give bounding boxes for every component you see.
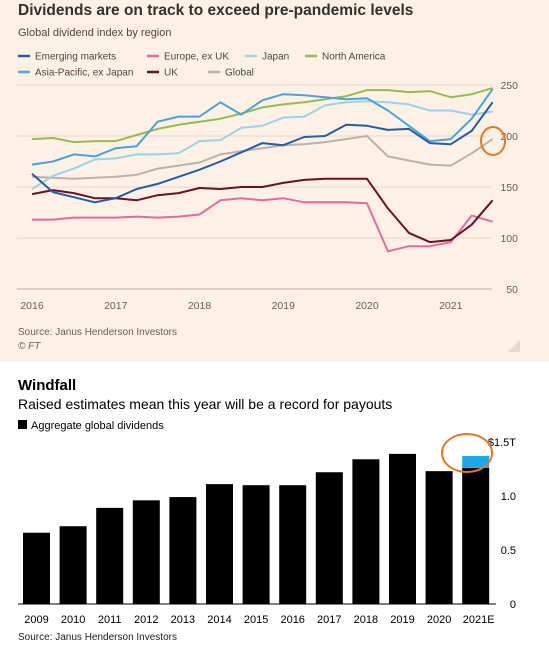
y-tick-label: 250 [500,80,518,92]
x-tick-label: 2014 [207,614,231,626]
bar [169,497,197,604]
x-tick-label: 2020 [427,614,451,626]
bar [23,532,50,604]
legend-label: North America [322,52,386,63]
bar-chart-title: Windfall [18,377,77,394]
highlight-circle [441,433,493,473]
series-line [31,88,494,166]
bar [242,485,270,604]
series-line [31,135,494,180]
y-tick-label: $1.5T [488,437,516,449]
series-line [31,101,494,204]
series-line [32,197,493,253]
highlight-circle [480,126,506,156]
x-tick-label: 2019 [272,300,296,312]
y-tick-label: 50 [506,284,518,296]
x-tick-label: 2021E [463,614,495,626]
x-tick-label: 2016 [280,614,304,626]
bar [389,453,416,604]
x-tick-label: 2013 [171,614,195,626]
x-tick-label: 2019 [390,614,414,626]
bar [96,507,124,604]
x-tick-label: 2012 [134,614,158,626]
y-tick-label: 0 [510,599,516,611]
bar [315,472,343,604]
legend-label: Europe, ex UK [164,52,229,63]
legend-label: Emerging markets [35,52,116,63]
series-line [31,100,493,190]
legend-label: Japan [262,52,289,63]
bar-chart-subtitle: Raised estimates mean this year will be … [18,396,393,412]
bar [59,526,87,604]
ft-chart-credit: © FT [18,341,41,352]
x-tick-label: 2018 [354,614,378,626]
bar [132,500,160,604]
y-tick-label: 1.0 [501,491,516,503]
x-tick-label: 2017 [317,614,341,626]
legend-label: Aggregate global dividends [31,420,164,432]
x-tick-label: 2010 [61,614,85,626]
x-tick-label: 2016 [20,300,44,312]
bar [206,484,233,604]
y-tick-label: 150 [500,182,518,194]
y-tick-label: 100 [500,233,518,245]
corner-fold-icon [508,340,520,352]
x-tick-label: 2015 [244,614,268,626]
legend-label: Asia-Pacific, ex Japan [35,68,133,79]
x-tick-label: 2021 [439,300,463,312]
ft-chart-subtitle: Global dividend index by region [18,27,172,39]
series-line [31,177,494,244]
bar-chart: Aggregate global dividends 0 0.5 1.0 $1.5T 20… [18,420,516,626]
ft-chart-title: Dividends are on track to exceed pre-pan… [18,2,414,19]
series-line [31,87,493,144]
ft-chart-panel [0,0,549,362]
x-tick-label: 2009 [24,614,48,626]
bar [462,467,490,604]
y-tick-label: 0.5 [501,545,516,557]
bar [279,485,307,604]
legend-label: Global [225,68,254,79]
x-tick-label: 2018 [188,300,212,312]
bar-chart-source: Source: Janus Henderson Investors [18,632,177,643]
x-tick-label: 2017 [104,300,128,312]
bar [425,471,453,604]
x-tick-label: 2020 [355,300,379,312]
legend-swatch [18,420,27,429]
ft-chart-source: Source: Janus Henderson Investors [18,327,177,338]
bar-estimate-segment [462,456,490,468]
x-tick-label: 2011 [98,614,122,626]
bar [352,459,380,604]
legend-label: UK [164,68,178,79]
